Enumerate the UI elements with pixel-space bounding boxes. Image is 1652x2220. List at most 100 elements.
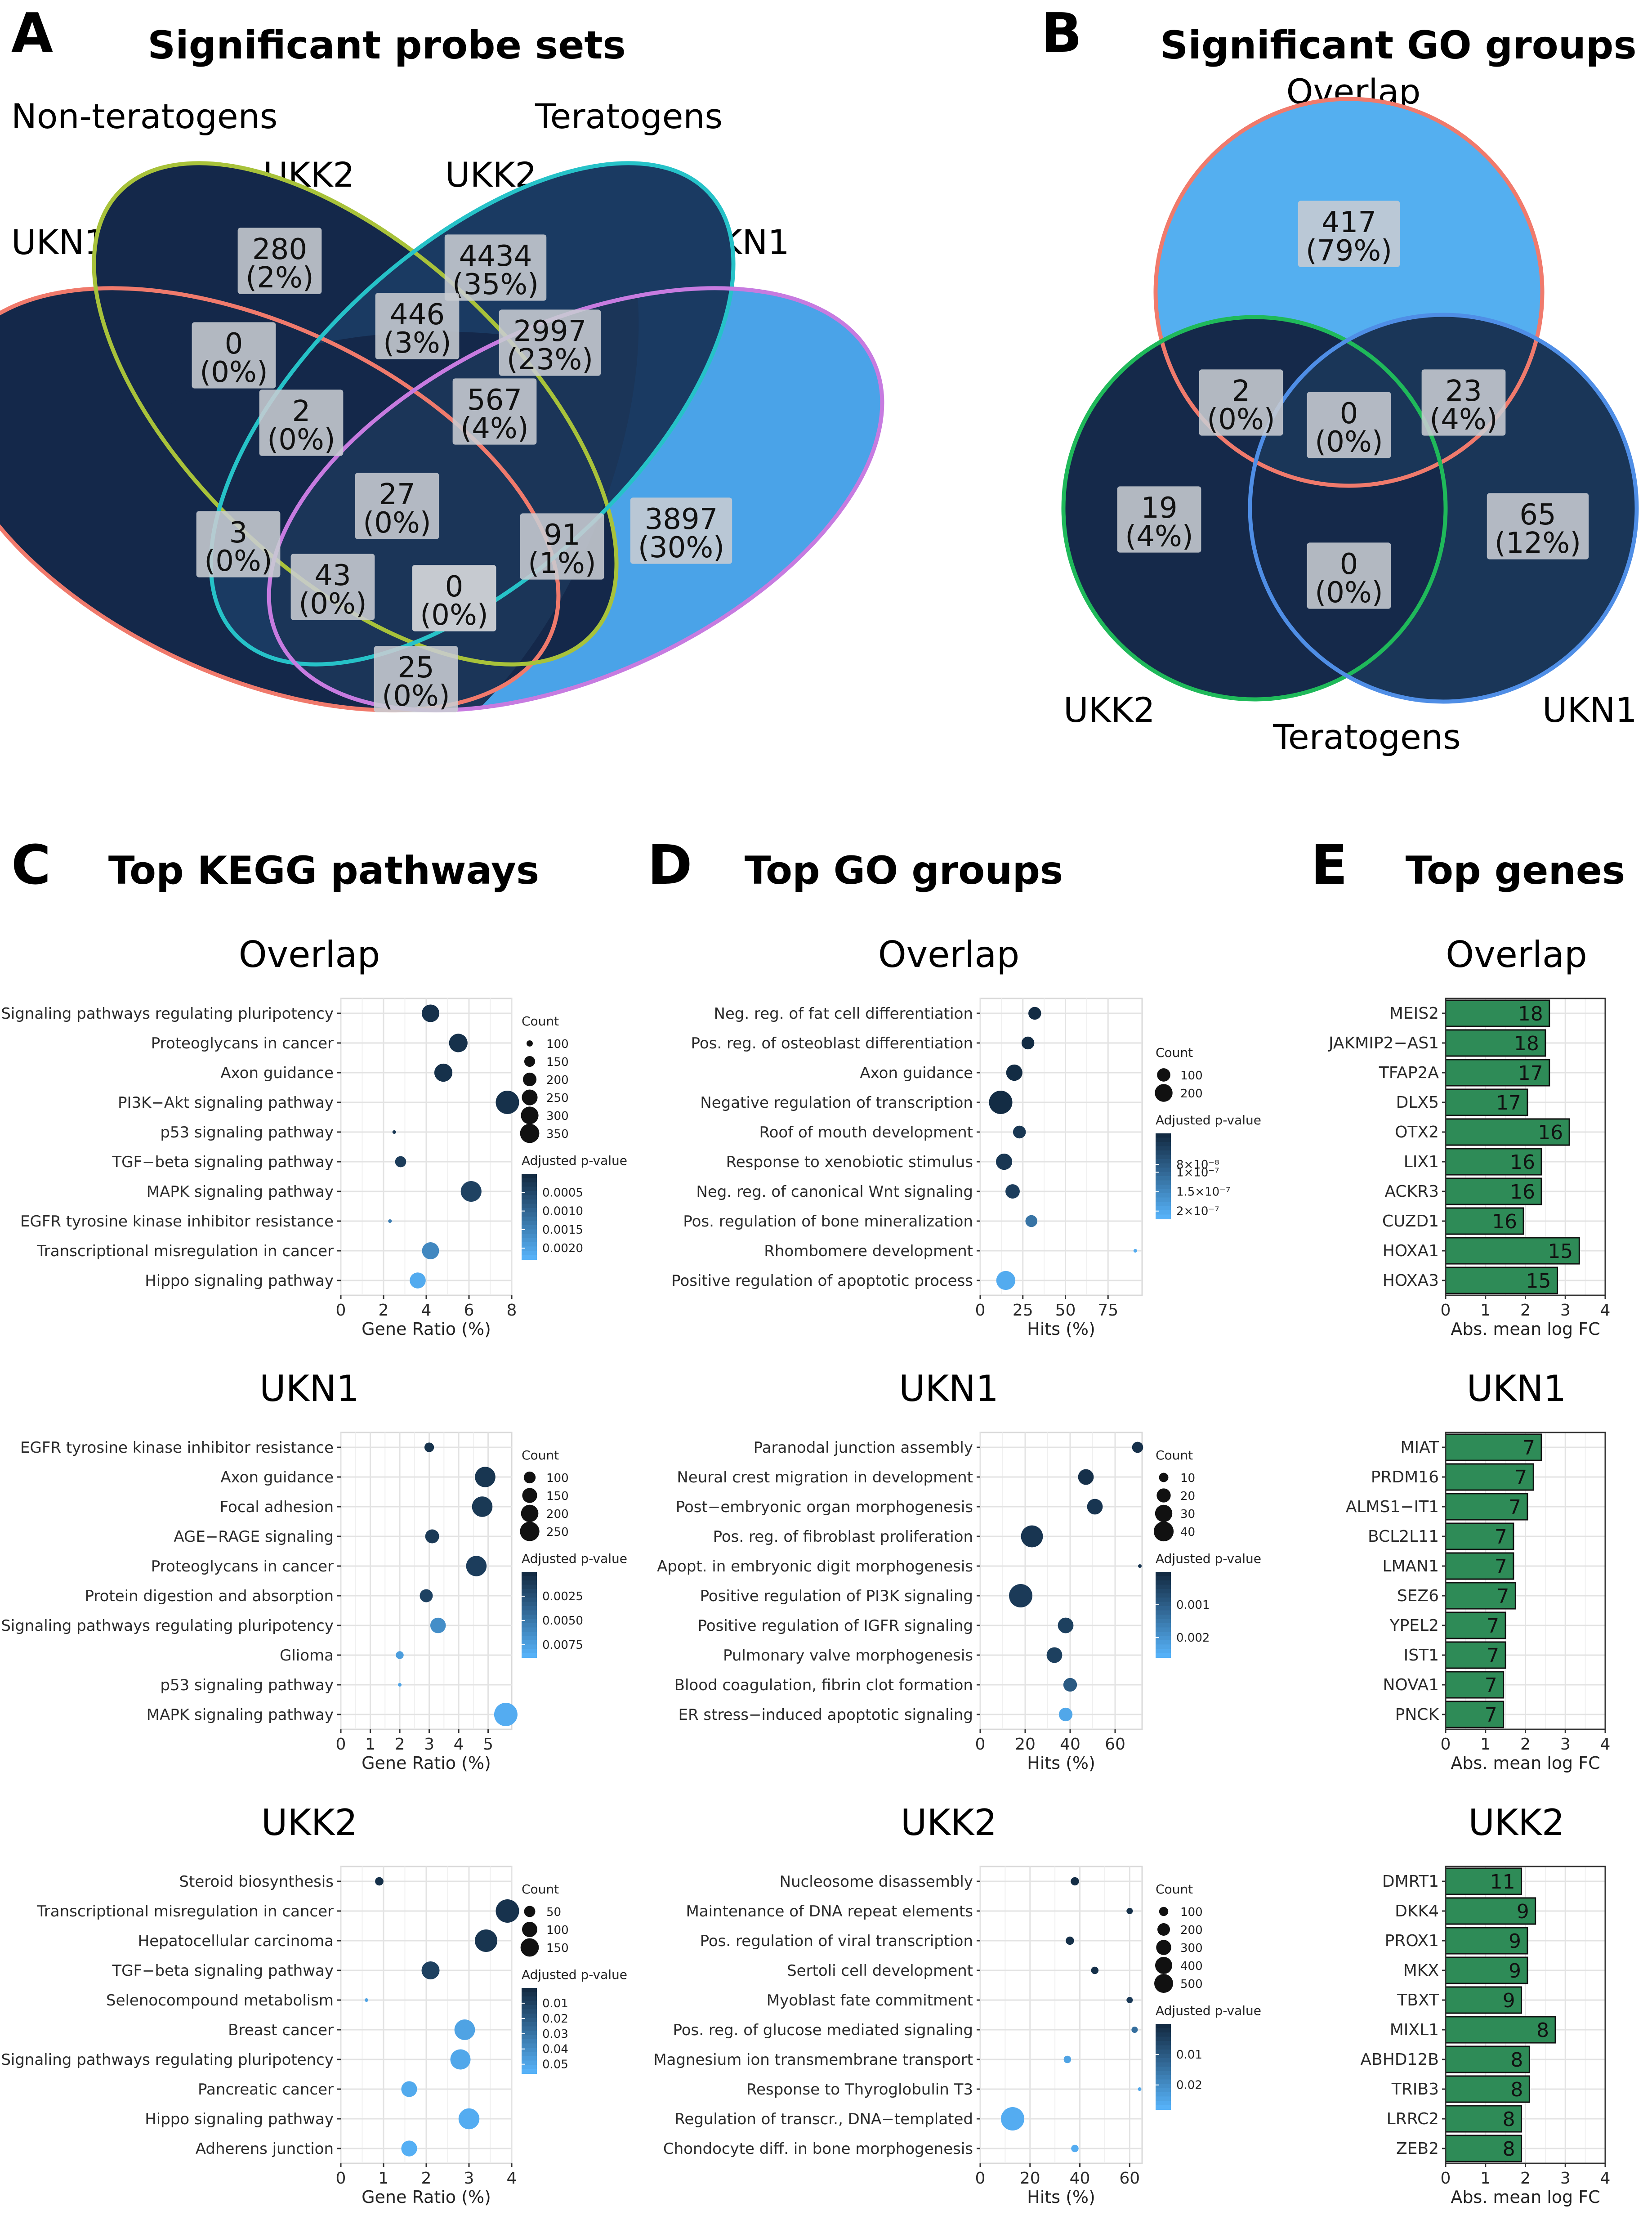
size-legend-dot [1155,1956,1173,1974]
color-legend-swatch [1156,1185,1171,1190]
bar-label: 11 [1490,1871,1515,1893]
chart-C1: Overlap Signaling pathways regulating plu… [1,934,627,1339]
size-legend-title: Count [1156,1045,1193,1060]
color-legend-swatch [522,1644,537,1649]
venn-a-region-0: 280(2%) [237,228,322,295]
venn-b-circle-overlap [1153,97,1545,488]
color-legend-swatch [522,2018,537,2023]
color-legend-swatch [1156,1619,1171,1624]
size-legend-dot [1156,1488,1171,1503]
venn-b-region-box [1487,493,1589,559]
venn-a-region-14: 25(0%) [374,646,458,713]
data-point [425,1529,439,1544]
category-label: ER stress−induced apoptotic signaling [678,1706,973,1724]
color-legend-label: 0.0050 [542,1614,583,1628]
venn-a-region-box [237,228,322,294]
category-label: TGF−beta signaling pathway [112,1962,334,1980]
x-tick-label: 4 [507,2169,517,2188]
x-tick-label: 3 [1560,1301,1571,1320]
data-point [475,1467,496,1487]
bar [1445,1088,1528,1116]
size-legend-label: 150 [546,1942,569,1955]
size-legend-dot [522,1488,537,1503]
venn-b-region-0: 417(79%) [1298,201,1400,268]
data-point [1058,1707,1073,1722]
venn-a-region-percent: (30%) [638,531,724,564]
category-label: Hippo signaling pathway [145,1272,334,1290]
bar-label: 7 [1485,1674,1497,1697]
color-legend-swatch [522,1208,537,1213]
bar-label: 18 [1518,1003,1543,1025]
bar-label: 7 [1495,1555,1507,1578]
color-legend-swatch [1156,1137,1171,1142]
venn-a-region-count: 2 [292,395,311,428]
venn-a-region-box [375,293,460,359]
size-legend-label: 50 [546,1906,561,1919]
category-label: Magnesium ion transmembrane transport [653,2051,973,2069]
bar [1445,2045,1530,2073]
data-point [1013,1125,1026,1139]
size-legend-label: 30 [1180,1508,1195,1521]
category-label: Focal adhesion [220,1498,334,1516]
venn-a-region-percent: (0%) [420,599,488,632]
x-tick-label: 1 [1480,2169,1491,2188]
size-legend-label: 250 [546,1526,569,1539]
size-legend-label: 100 [1180,1906,1203,1919]
color-legend-swatch [1156,2032,1171,2037]
x-axis-label: Gene Ratio (%) [362,1753,491,1773]
x-tick-label: 20 [1020,2169,1040,2188]
data-point [1138,1564,1142,1568]
venn-a-region-count: 0 [225,327,243,361]
bar [1445,1582,1516,1610]
data-point [494,1703,518,1726]
venn-b-region-1: 2(0%) [1199,369,1283,436]
chart-title: UKK2 [901,1802,997,1844]
category-label: BCL2L11 [1368,1527,1439,1546]
venn-a-region-6: 567(4%) [452,378,537,445]
color-legend-swatch [522,1572,537,1577]
color-legend-swatch [522,2056,537,2061]
venn-b-region-6: 0(0%) [1307,542,1391,609]
bar [1445,2135,1523,2162]
panel-c-title: Top KEGG pathways [108,848,539,893]
size-legend-dot [1157,1923,1170,1936]
data-point [474,1929,498,1952]
venn-b-region-2: 0(0%) [1307,392,1391,459]
bar-label: 17 [1496,1092,1521,1114]
color-legend-swatch [1156,2084,1171,2089]
data-point [1133,1249,1137,1253]
panel-c-letter: C [11,834,51,897]
color-legend-swatch [522,1204,537,1208]
x-axis-label: Gene Ratio (%) [362,2187,491,2207]
color-legend-label: 0.0005 [542,1186,583,1200]
size-legend-label: 100 [1180,1069,1203,1083]
x-tick-label: 4 [421,1301,432,1320]
venn-a-region-percent: (35%) [452,268,539,301]
size-legend-label: 100 [546,1924,569,1937]
data-point [466,1556,487,1576]
data-point [421,1961,440,1980]
size-legend-label: 200 [546,1074,569,1087]
color-legend-swatch [1156,2045,1171,2050]
color-legend-swatch [522,1174,537,1179]
venn-a-region-box [196,511,281,577]
color-legend-swatch [522,1186,537,1191]
color-legend-swatch [1156,1598,1171,1602]
bar [1445,1701,1505,1728]
bar-label: 7 [1523,1437,1535,1459]
data-point [1009,1584,1032,1607]
size-legend-label: 300 [546,1110,569,1123]
venn-b-region-5: 65(12%) [1487,493,1589,560]
color-legend-swatch [1156,1176,1171,1181]
venn-b-region-percent: (4%) [1429,403,1497,436]
color-legend-swatch [1156,1593,1171,1598]
bar [1445,1029,1546,1057]
color-legend-swatch [522,2035,537,2040]
venn-b-region-count: 19 [1141,492,1177,525]
venn-a-region-4: 0(0%) [192,322,276,389]
venn-a-region-1: 4434(35%) [444,234,547,301]
color-legend-swatch [522,1195,537,1200]
color-legend-title: Adjusted p-value [1156,1113,1261,1128]
color-legend-swatch [1156,1163,1171,1168]
bar-label: 8 [1510,2078,1523,2101]
